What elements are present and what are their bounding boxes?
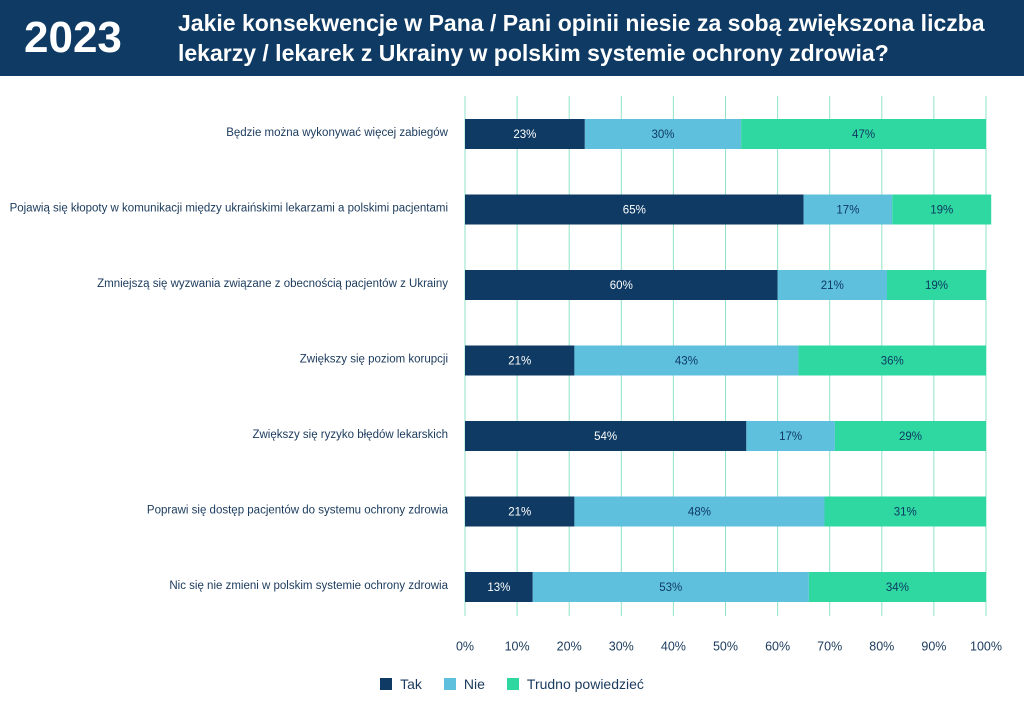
data-label: 21% — [508, 356, 531, 368]
x-tick-label: 70% — [817, 639, 842, 653]
data-label: 48% — [688, 507, 711, 519]
data-label: 21% — [821, 280, 844, 292]
bar-segment — [746, 421, 835, 451]
legend-item: Nie — [443, 676, 485, 692]
bar-segment — [834, 421, 986, 451]
bar-segment — [824, 496, 986, 527]
bar-segment — [465, 194, 804, 225]
data-label: 13% — [487, 582, 510, 594]
bar-segment — [777, 270, 888, 300]
x-tick-label: 90% — [921, 639, 946, 653]
data-label: 54% — [594, 431, 617, 443]
bar-segment — [803, 194, 893, 225]
data-label: 19% — [925, 280, 948, 292]
data-label: 30% — [651, 129, 674, 141]
category-label: Poprawi się dostęp pacjentów do systemu … — [147, 505, 449, 517]
stacked-bar-chart: Będzie można wykonywać więcej zabiegów 23… — [10, 96, 1002, 653]
bar-segment — [465, 421, 747, 451]
data-label: 65% — [623, 205, 646, 217]
category-label: Zwiększy się poziom korupcji — [300, 354, 448, 366]
data-label: 17% — [779, 431, 802, 443]
legend: Tak Nie Trudno powiedzieć — [0, 676, 1024, 692]
x-tick-label: 10% — [505, 639, 530, 653]
category-label: Zwiększy się ryzyko błędów lekarskich — [252, 429, 448, 441]
category-label: Zmniejszą się wyzwania związane z obecno… — [97, 278, 448, 290]
bar-segment — [892, 194, 992, 225]
bar-segment — [465, 572, 533, 602]
bar-segment — [741, 119, 986, 149]
year-label: 2023 — [24, 13, 122, 62]
x-tick-label: 0% — [456, 639, 474, 653]
legend-swatch — [380, 678, 393, 690]
category-label: Nic się nie zmieni w polskim systemie oc… — [169, 580, 448, 592]
data-label: 17% — [836, 205, 859, 217]
data-label: 34% — [886, 582, 909, 594]
chart-title: Jakie konsekwencje w Pana / Pani opinii … — [178, 10, 985, 66]
bar-segment — [465, 270, 778, 300]
x-tick-label: 80% — [869, 639, 894, 653]
legend-item: Tak — [380, 676, 422, 692]
legend-label: Trudno powiedzieć — [526, 676, 644, 692]
x-tick-label: 40% — [661, 639, 686, 653]
bar-segment — [887, 270, 986, 300]
x-tick-label: 30% — [609, 639, 634, 653]
header-banner: 2023 Jakie konsekwencje w Pana / Pani op… — [0, 0, 1024, 76]
data-label: 21% — [508, 507, 531, 519]
data-label: 43% — [675, 356, 698, 368]
x-tick-label: 50% — [713, 639, 738, 653]
data-label: 47% — [852, 129, 875, 141]
x-tick-label: 20% — [557, 639, 582, 653]
legend-swatch — [443, 678, 456, 690]
data-label: 31% — [894, 507, 917, 519]
x-tick-label: 100% — [970, 639, 1002, 653]
data-label: 23% — [513, 129, 536, 141]
x-tick-label: 60% — [765, 639, 790, 653]
legend-label: Tak — [400, 676, 422, 692]
bar-segment — [574, 345, 799, 376]
data-label: 29% — [899, 431, 922, 443]
bar-segment — [574, 496, 825, 527]
bar-segment — [798, 345, 986, 376]
data-label: 19% — [930, 205, 953, 217]
legend-item: Trudno powiedzieć — [506, 676, 644, 692]
category-label: Pojawią się kłopoty w komunikacji między… — [10, 203, 448, 215]
bar-segment — [465, 496, 575, 527]
category-label: Będzie można wykonywać więcej zabiegów — [226, 127, 448, 139]
bar-segment — [584, 119, 742, 149]
legend-swatch — [506, 678, 519, 690]
data-label: 53% — [659, 582, 682, 594]
bar-segment — [808, 572, 986, 602]
bar-segment — [465, 345, 575, 376]
bar-segment — [465, 119, 585, 149]
data-label: 60% — [610, 280, 633, 292]
data-label: 36% — [881, 356, 904, 368]
bar-segment — [532, 572, 809, 602]
legend-label: Nie — [463, 676, 485, 692]
